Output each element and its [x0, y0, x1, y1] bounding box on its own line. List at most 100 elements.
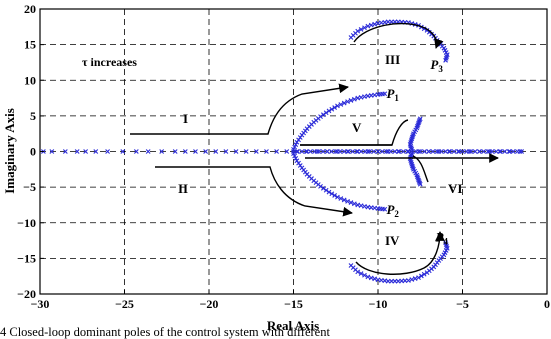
real-axis-branch-point	[223, 149, 229, 154]
y-tick-labels: −20 −15 −10 −5 0 5 10 15 20	[17, 2, 36, 301]
real-axis-dense-point	[468, 149, 474, 154]
branch-to-P1-point	[348, 98, 354, 103]
y-tick-label: −15	[17, 251, 36, 265]
real-axis-dense-point	[316, 149, 322, 154]
real-axis-dense-point	[295, 149, 301, 154]
branch-to-P1-point	[382, 91, 388, 97]
y-axis-title: Imaginary Axis	[2, 108, 17, 194]
branch-to-P4-point	[409, 277, 415, 282]
branch-VI-point	[417, 181, 423, 187]
label-branch-I: I	[183, 111, 188, 126]
real-axis-branch-point	[203, 149, 209, 154]
branch-to-P1-point	[332, 105, 338, 110]
real-axis-dense-point	[392, 149, 398, 154]
real-axis-dense-point	[434, 149, 440, 154]
real-axis-branch-point	[233, 149, 239, 154]
real-axis-dense-point	[443, 149, 448, 154]
data-markers	[40, 19, 525, 284]
branch-to-P4-point	[416, 275, 421, 281]
real-axis-branch-point	[120, 149, 126, 154]
real-axis-dense-point	[375, 149, 381, 154]
y-tick-label: −20	[17, 287, 36, 301]
real-axis-dense-point	[515, 149, 520, 154]
real-axis-dense-point	[502, 149, 508, 154]
branch-to-P1-point	[320, 112, 326, 118]
real-axis-dense-point	[489, 149, 495, 154]
branch-to-P1-point	[329, 106, 335, 112]
branch-to-P2-point	[329, 191, 335, 197]
real-axis-dense-point	[341, 149, 347, 154]
branch-to-P2-point	[355, 202, 361, 208]
real-axis-branch-point	[193, 149, 198, 154]
real-axis-branch-point	[159, 149, 165, 154]
branch-to-P1-point	[335, 103, 340, 109]
real-axis-dense-point	[299, 149, 305, 154]
real-axis-dense-point	[438, 149, 444, 154]
branch-to-P2-point	[292, 153, 298, 159]
branch-to-P2-point	[362, 203, 367, 209]
real-axis-dense-point	[371, 149, 377, 154]
branch-to-P4-point	[412, 276, 418, 281]
branch-to-P2-point	[320, 185, 326, 191]
real-axis-dense-point	[308, 149, 313, 154]
branch-to-P2-point	[358, 203, 364, 209]
x-tick-label: −15	[284, 297, 303, 311]
branch-to-P3-point	[443, 57, 448, 63]
branch-to-P2-point	[318, 184, 323, 189]
real-axis-dense-point	[291, 149, 296, 154]
branch-to-P2-point	[326, 189, 332, 195]
real-axis-dense-point	[455, 149, 461, 154]
real-axis-dense-point	[354, 149, 360, 154]
real-axis-dense-point	[337, 149, 343, 154]
label-branch-VI: VI	[448, 181, 462, 196]
branch-to-P4-point	[358, 271, 364, 276]
x-tick-label: 0	[544, 297, 550, 311]
real-axis-branch-point	[243, 149, 249, 154]
real-axis-dense-point	[506, 149, 512, 154]
real-axis-dense-point	[430, 149, 436, 154]
real-axis-dense-point	[388, 149, 394, 154]
arrow-II	[155, 166, 353, 217]
x-tick-label: −20	[200, 297, 219, 311]
real-axis-branch-point	[105, 149, 110, 154]
label-branch-V: V	[352, 120, 362, 135]
real-axis-dense-point	[329, 149, 334, 154]
branch-to-P2-point	[341, 197, 347, 203]
branch-to-P1-point	[341, 100, 347, 106]
arrow-VI-branch	[412, 155, 429, 183]
label-branch-III: III	[385, 52, 400, 67]
real-axis-dense-point	[447, 149, 453, 154]
branch-to-P4-point	[443, 240, 448, 246]
branch-to-P1-point	[355, 95, 361, 101]
branch-to-P4-point	[406, 278, 411, 283]
x-tick-labels: −30 −25 −20 −15 −10 −5 0	[31, 297, 550, 311]
real-axis-dense-point	[333, 149, 339, 154]
branch-to-P3-point	[355, 28, 361, 34]
ticks	[39, 8, 548, 295]
real-axis-dense-point	[464, 149, 470, 154]
branch-to-P3-point	[362, 25, 367, 31]
branch-to-P2-point	[293, 155, 299, 161]
real-axis-dense-point	[405, 149, 410, 154]
branch-to-P1-point	[326, 108, 332, 114]
real-axis-dense-point	[400, 149, 406, 154]
y-tick-label: −10	[17, 216, 36, 230]
real-axis-branch-point	[274, 149, 279, 154]
real-axis-branch-point	[264, 149, 269, 154]
x-tick-label: −5	[456, 297, 469, 311]
real-axis-dense-point	[451, 149, 457, 154]
branch-to-P1-point	[318, 114, 323, 119]
x-tick-label: −25	[115, 297, 134, 311]
branch-to-P4-point	[368, 275, 374, 281]
real-axis-dense-point	[413, 149, 419, 154]
x-tick-label: −10	[369, 297, 388, 311]
x-tick-label: −30	[31, 297, 50, 311]
real-axis-dense-point	[493, 149, 499, 154]
branch-to-P4-point	[418, 273, 424, 279]
real-axis-dense-point	[312, 149, 318, 154]
real-axis-branch-point	[182, 149, 188, 154]
arrow-V	[300, 119, 409, 146]
real-axis-dense-point	[498, 149, 503, 154]
